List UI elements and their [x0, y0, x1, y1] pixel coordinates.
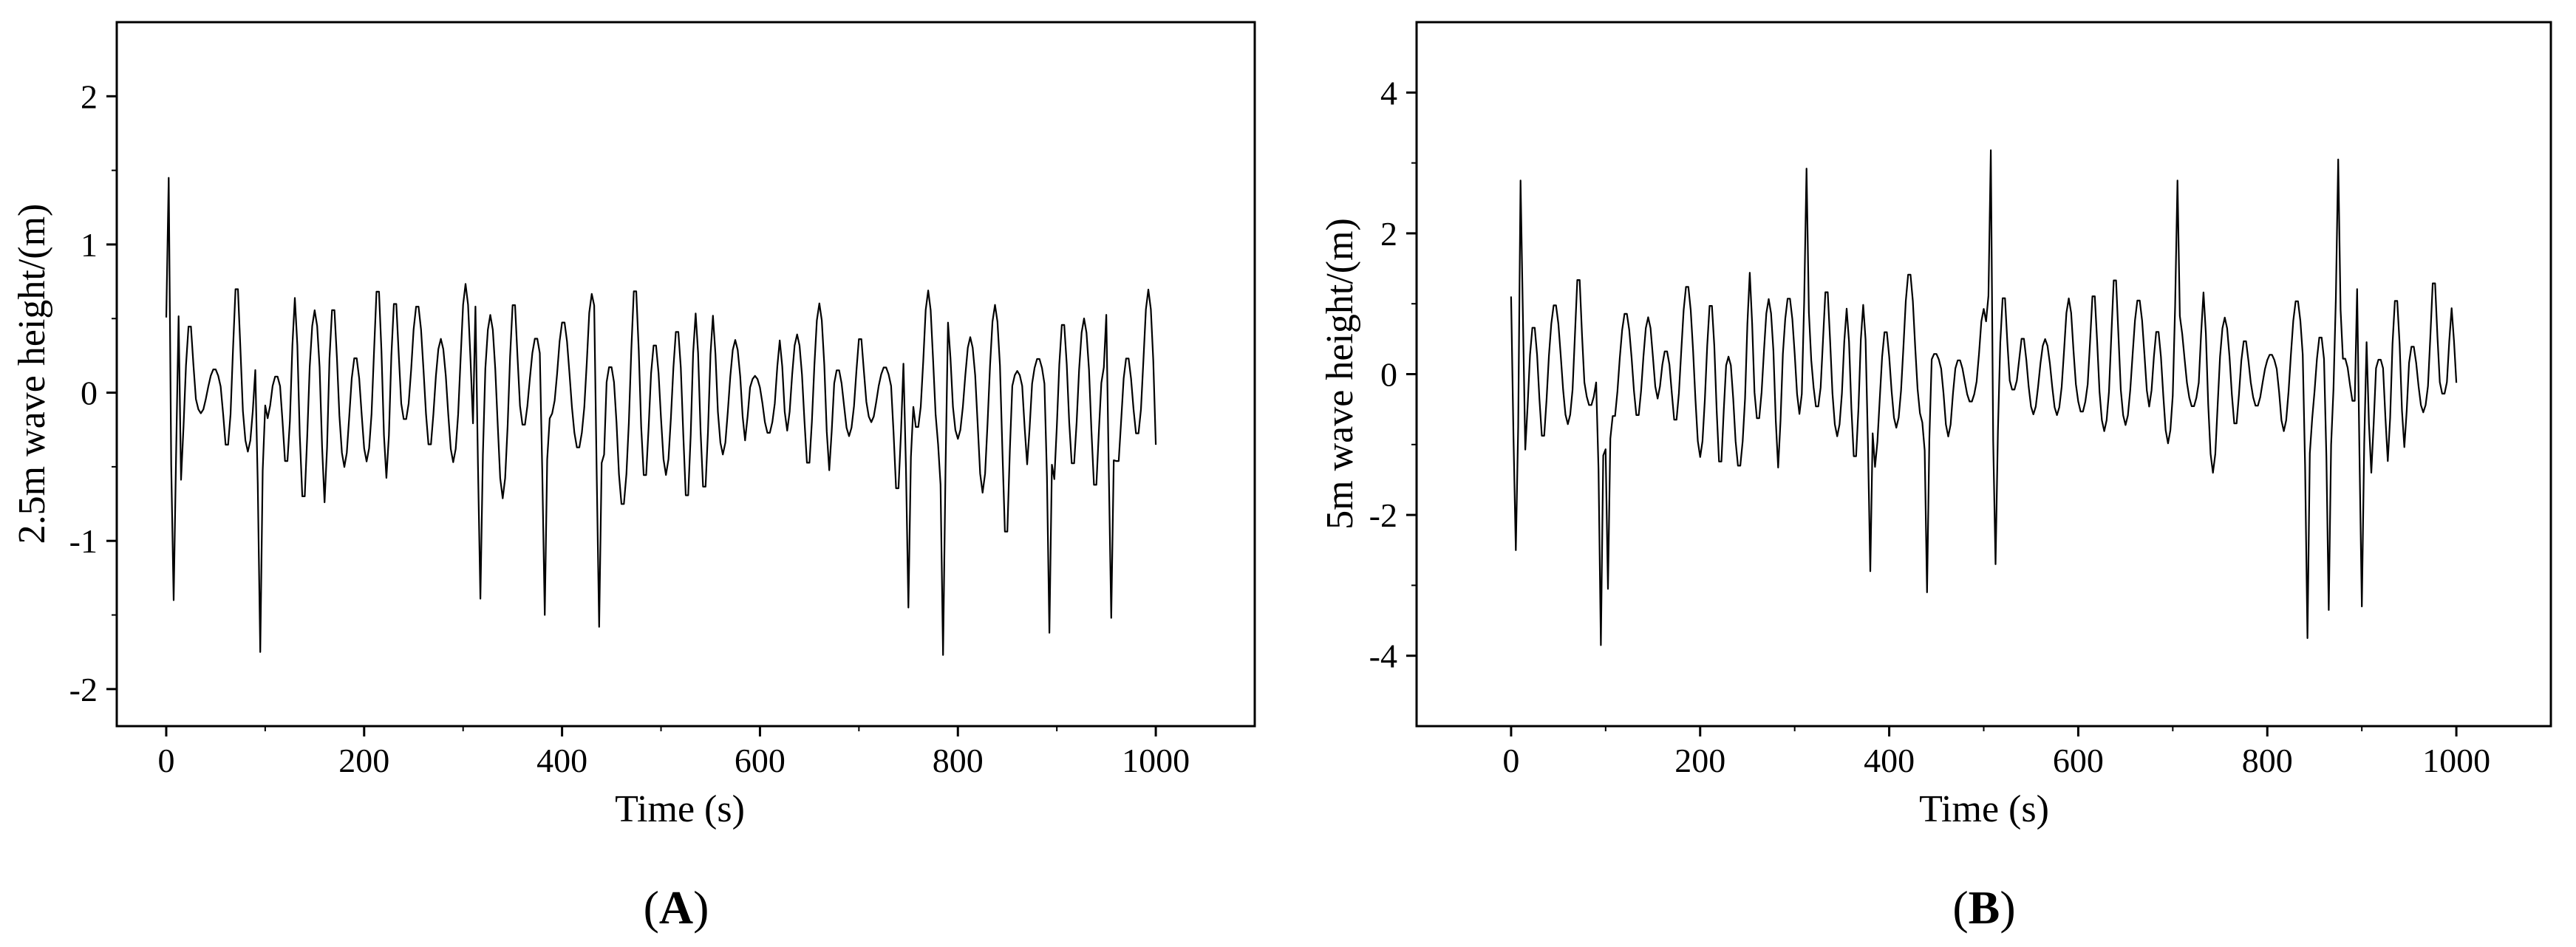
y-axis: -2 -1 0 1 2 [69, 78, 117, 708]
x-tick-label: 0 [157, 742, 174, 779]
x-tick-label: 1000 [2422, 742, 2490, 779]
x-axis: 0 200 400 600 800 1000 [1502, 726, 2490, 779]
x-tick-label: 400 [1864, 742, 1915, 779]
y-tick-label: 1 [81, 226, 98, 264]
y-tick-label: -4 [1369, 637, 1397, 675]
x-axis-title: Time (s) [1919, 788, 2049, 830]
x-axis: 0 200 400 600 800 1000 [157, 726, 1190, 779]
y-axis-title: 5m wave height/(m) [1319, 218, 1361, 530]
series-line-group [1510, 149, 2458, 646]
y-tick-label: 0 [81, 375, 98, 412]
panel-label-close: ) [693, 881, 709, 934]
x-tick-label: 200 [1674, 742, 1725, 779]
x-tick-label: 800 [933, 742, 984, 779]
x-tick-label: 200 [338, 742, 389, 779]
panel-label-b: (B) [1952, 881, 2015, 934]
x-tick-label: 800 [2242, 742, 2293, 779]
y-axis-title: 2.5m wave height/(m) [11, 204, 53, 544]
wave-series-line [165, 177, 1157, 656]
wave-series-line [1510, 149, 2458, 646]
y-tick-label: -2 [1369, 496, 1397, 534]
panel-label-open: ( [1952, 881, 1968, 934]
panel-label-close: ) [2000, 881, 2015, 934]
y-tick-label: 0 [1380, 356, 1397, 394]
x-tick-label: 600 [735, 742, 786, 779]
x-axis-title: Time (s) [615, 788, 745, 830]
x-tick-label: 0 [1502, 742, 1519, 779]
x-tick-label: 1000 [1122, 742, 1190, 779]
plot-frame [1415, 21, 2552, 728]
y-tick-label: 4 [1380, 74, 1397, 112]
y-tick-label: 2 [1380, 215, 1397, 253]
x-tick-label: 400 [536, 742, 587, 779]
x-tick-label: 600 [2053, 742, 2104, 779]
panel-b-chart: -4 -2 0 2 4 0 200 400 600 800 1000 5m wave height… [1319, 21, 2552, 934]
y-axis: -4 -2 0 2 4 [1369, 74, 1417, 675]
plot-frame [115, 21, 1256, 728]
panel-label-a: (A) [644, 881, 709, 934]
series-line-group [165, 177, 1157, 656]
panel-label-letter: B [1969, 881, 2000, 934]
panel-label-letter: A [659, 881, 693, 934]
y-tick-label: -2 [69, 671, 98, 708]
panel-a-chart: -2 -1 0 1 2 0 200 400 600 800 1000 2.5m wave heig… [11, 21, 1256, 934]
panel-label-open: ( [644, 881, 659, 934]
y-tick-label: -1 [69, 522, 98, 560]
y-tick-label: 2 [81, 78, 98, 115]
